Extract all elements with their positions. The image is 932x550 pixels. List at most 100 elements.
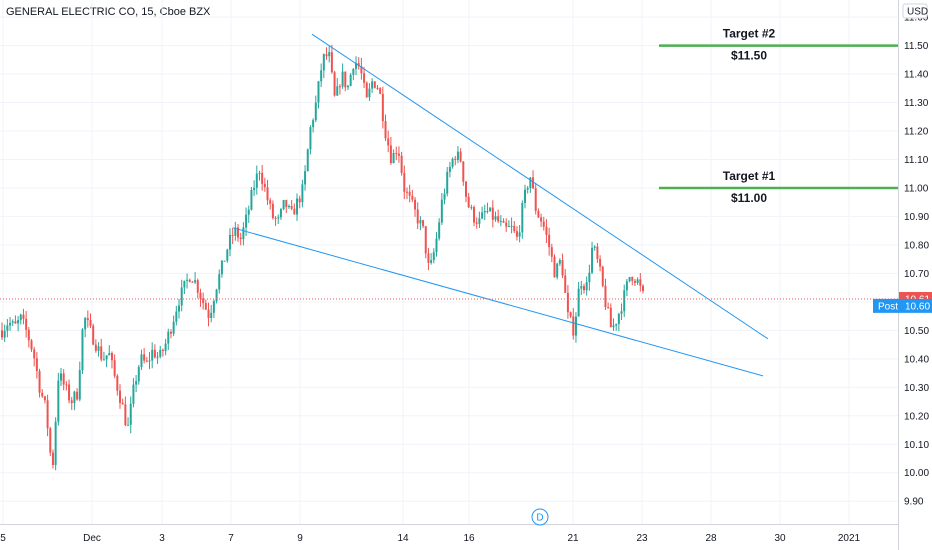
candle-body bbox=[73, 391, 76, 404]
y-tick-label: 10.00 bbox=[904, 468, 929, 479]
candle-body bbox=[526, 188, 529, 190]
candle-body bbox=[178, 305, 181, 312]
candle-body bbox=[290, 206, 293, 209]
candle-body bbox=[3, 330, 6, 338]
candle-body bbox=[464, 181, 467, 197]
candle-body bbox=[553, 256, 556, 278]
candle-body bbox=[633, 280, 636, 283]
candle-body bbox=[304, 171, 307, 185]
candle-body bbox=[25, 318, 28, 330]
candle-body bbox=[57, 380, 60, 422]
x-tick-label: 2021 bbox=[838, 533, 861, 544]
candle-body bbox=[574, 316, 577, 336]
candle-body bbox=[1, 330, 3, 338]
candle-body bbox=[491, 207, 494, 220]
candle-body bbox=[625, 281, 628, 291]
candle-body bbox=[285, 199, 288, 208]
candle-body bbox=[151, 349, 154, 361]
candle-body bbox=[636, 279, 639, 283]
candle-body bbox=[330, 52, 333, 73]
candle-body bbox=[620, 311, 623, 314]
candle-body bbox=[108, 353, 111, 356]
candle-body bbox=[253, 187, 256, 191]
candle-body bbox=[194, 280, 197, 283]
candle-body bbox=[470, 207, 473, 209]
candle-body bbox=[100, 346, 103, 360]
candle-body bbox=[387, 138, 390, 146]
candle-body bbox=[395, 153, 398, 155]
trendlines[interactable] bbox=[232, 33, 769, 377]
target-price: $11.50 bbox=[731, 49, 767, 63]
candle-body bbox=[534, 188, 537, 211]
candle-body bbox=[462, 161, 465, 182]
candle-body bbox=[397, 153, 400, 156]
candle-body bbox=[556, 263, 559, 278]
candle-body bbox=[287, 206, 290, 208]
candle-body bbox=[628, 276, 631, 282]
candle-body bbox=[175, 311, 178, 322]
candle-body bbox=[379, 88, 382, 94]
y-tick-label: 10.70 bbox=[904, 269, 929, 280]
candle-body bbox=[473, 207, 476, 223]
candle-body bbox=[532, 177, 535, 189]
candle-body bbox=[132, 384, 135, 404]
y-tick-label: 10.20 bbox=[904, 411, 929, 422]
candle-body bbox=[70, 400, 73, 404]
candle-body bbox=[199, 292, 202, 299]
x-tick-label: 30 bbox=[774, 533, 786, 544]
candle-body bbox=[180, 287, 183, 306]
candle-body bbox=[542, 221, 545, 227]
x-tick-label: 5 bbox=[0, 533, 6, 544]
candle-body bbox=[523, 189, 526, 204]
candle-body bbox=[443, 193, 446, 200]
y-tick-label: 10.40 bbox=[904, 354, 929, 365]
candle-body bbox=[489, 207, 492, 212]
trendline-upper bbox=[311, 33, 769, 340]
candle-body bbox=[400, 155, 403, 174]
candle-body bbox=[113, 360, 116, 376]
candle-body bbox=[188, 279, 191, 282]
grid bbox=[0, 0, 898, 524]
candle-body bbox=[438, 222, 441, 239]
candle-body bbox=[51, 452, 54, 465]
candle-body bbox=[376, 87, 379, 89]
candle-body bbox=[440, 199, 443, 223]
time-axis[interactable]: 5 Dec 3 7 9 14 16 21 23 28 30 2021 bbox=[0, 524, 898, 545]
candle-body bbox=[156, 356, 159, 358]
candle-body bbox=[309, 127, 312, 150]
candle-body bbox=[642, 285, 644, 292]
candle-body bbox=[228, 234, 231, 250]
candle-body bbox=[215, 289, 218, 302]
candle-body bbox=[46, 400, 49, 429]
candle-body bbox=[169, 331, 172, 334]
candle-body bbox=[639, 279, 642, 286]
price-axis[interactable]: 11.6011.5011.4011.3011.2011.1011.0010.90… bbox=[898, 0, 930, 550]
candle-body bbox=[65, 384, 68, 386]
timescale-marker-label: D bbox=[536, 513, 543, 524]
candle-body bbox=[545, 226, 548, 235]
candle-body bbox=[207, 309, 210, 318]
candle-body bbox=[282, 199, 285, 210]
candle-body bbox=[338, 86, 341, 88]
candle-body bbox=[223, 260, 226, 262]
y-tick-label: 11.30 bbox=[904, 98, 929, 109]
candle-body bbox=[430, 260, 433, 263]
candle-body bbox=[97, 346, 100, 351]
target-lines[interactable]: Target #2 $11.50 Target #1 $11.00 bbox=[659, 27, 898, 205]
candle-body bbox=[467, 196, 470, 208]
candle-body bbox=[566, 292, 569, 313]
candle-body bbox=[497, 216, 500, 222]
y-tick-label: 11.10 bbox=[904, 155, 929, 166]
candle-body bbox=[384, 121, 387, 139]
candle-body bbox=[540, 217, 543, 222]
candle-body bbox=[599, 259, 602, 267]
candle-body bbox=[446, 171, 449, 194]
candle-body bbox=[41, 392, 44, 397]
candle-body bbox=[60, 373, 63, 381]
candle-body bbox=[116, 375, 119, 391]
candle-body bbox=[360, 66, 363, 74]
candle-body bbox=[591, 247, 594, 273]
candle-body bbox=[38, 371, 41, 393]
x-tick-label: 28 bbox=[705, 533, 717, 544]
